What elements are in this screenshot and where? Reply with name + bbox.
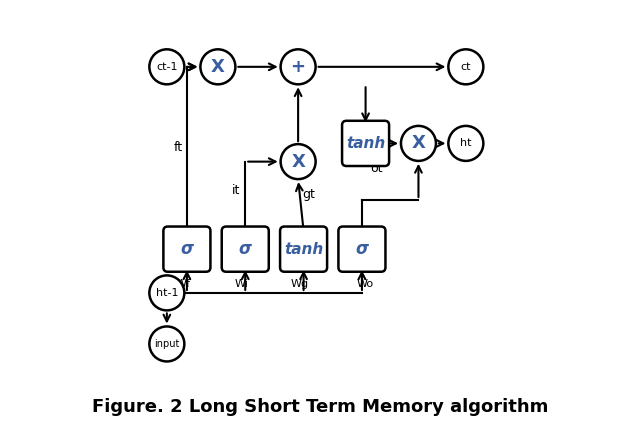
Text: it: it — [232, 184, 241, 197]
Circle shape — [149, 326, 184, 361]
Circle shape — [449, 126, 483, 161]
FancyBboxPatch shape — [221, 226, 269, 272]
Circle shape — [149, 49, 184, 84]
Circle shape — [200, 49, 236, 84]
Text: Wf: Wf — [176, 279, 191, 289]
Text: Wg: Wg — [291, 279, 309, 289]
Circle shape — [280, 49, 316, 84]
Circle shape — [449, 49, 483, 84]
Text: Figure. 2 Long Short Term Memory algorithm: Figure. 2 Long Short Term Memory algorit… — [92, 398, 548, 416]
FancyBboxPatch shape — [342, 121, 389, 166]
Text: input: input — [154, 339, 180, 349]
Text: Wo: Wo — [357, 279, 374, 289]
Text: +: + — [291, 58, 306, 76]
Text: ht-1: ht-1 — [156, 288, 178, 298]
Text: σ: σ — [355, 240, 369, 258]
Text: ct: ct — [461, 62, 471, 72]
Text: ft: ft — [173, 140, 182, 153]
Text: Wi: Wi — [235, 279, 248, 289]
Text: X: X — [412, 134, 426, 152]
Text: ct-1: ct-1 — [156, 62, 178, 72]
Text: tanh: tanh — [346, 136, 385, 151]
FancyBboxPatch shape — [163, 226, 211, 272]
Text: X: X — [211, 58, 225, 76]
Text: tanh: tanh — [284, 242, 323, 257]
Circle shape — [280, 144, 316, 179]
Text: gt: gt — [303, 188, 316, 201]
FancyBboxPatch shape — [339, 226, 385, 272]
Circle shape — [401, 126, 436, 161]
Text: σ: σ — [239, 240, 252, 258]
Circle shape — [149, 276, 184, 310]
Text: ot: ot — [371, 162, 383, 176]
Text: σ: σ — [180, 240, 193, 258]
Text: ht: ht — [460, 138, 472, 148]
Text: X: X — [291, 153, 305, 170]
FancyBboxPatch shape — [280, 226, 327, 272]
